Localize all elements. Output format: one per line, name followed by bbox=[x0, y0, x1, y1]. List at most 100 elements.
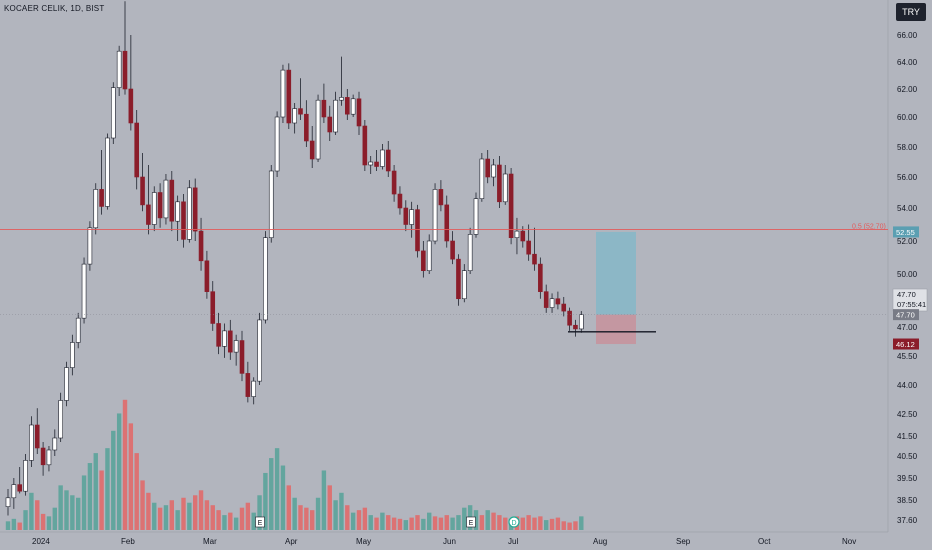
candle-body bbox=[450, 240, 455, 260]
candle bbox=[444, 195, 450, 248]
candle-body bbox=[257, 319, 262, 382]
time-tick-label: Oct bbox=[758, 537, 771, 546]
candle-body bbox=[122, 50, 128, 90]
candle bbox=[187, 180, 192, 243]
volume-bar bbox=[362, 507, 368, 530]
candle bbox=[34, 408, 40, 454]
candle bbox=[245, 361, 251, 403]
volume-bar bbox=[462, 507, 467, 530]
candle bbox=[491, 159, 496, 187]
candle-body bbox=[228, 330, 233, 353]
candle-body bbox=[181, 201, 186, 240]
candle bbox=[99, 150, 104, 215]
countdown-text: 07:55:41 bbox=[897, 300, 926, 309]
candle bbox=[75, 312, 81, 349]
candle-body bbox=[251, 380, 256, 397]
time-tick-label: Nov bbox=[842, 537, 856, 546]
earnings-marker[interactable]: E bbox=[255, 516, 265, 528]
price-tick-label: 64.00 bbox=[897, 58, 918, 67]
candle bbox=[228, 319, 233, 360]
time-tick-label: Sep bbox=[676, 537, 691, 546]
long-position-tool[interactable] bbox=[596, 231, 636, 345]
candle-body bbox=[304, 113, 309, 142]
candle-body bbox=[362, 125, 368, 166]
price-tick-label: 37.60 bbox=[897, 516, 918, 525]
earnings-icon bbox=[255, 516, 265, 528]
candle bbox=[573, 319, 578, 337]
time-tick-label: Jul bbox=[508, 537, 518, 546]
volume-bar bbox=[257, 495, 262, 530]
candle-body bbox=[374, 161, 379, 167]
candle-body bbox=[40, 447, 46, 466]
price-tick-label: 56.00 bbox=[897, 173, 918, 182]
candle bbox=[415, 204, 420, 258]
price-axis[interactable]: 66.00 64.00 62.00 60.00 58.00 56.00 54.00 52.00… bbox=[887, 0, 932, 550]
candle-body bbox=[128, 88, 134, 124]
price-tick-label: 50.00 bbox=[897, 270, 918, 279]
candle-body bbox=[479, 158, 485, 200]
candle bbox=[134, 110, 139, 190]
candle-body bbox=[204, 260, 210, 292]
time-tick-label: May bbox=[356, 537, 371, 546]
candle-body bbox=[543, 291, 549, 308]
candle-body bbox=[146, 204, 151, 225]
candle-body bbox=[87, 227, 93, 265]
currency-button[interactable]: TRY bbox=[896, 3, 926, 21]
volume-bar bbox=[403, 520, 408, 530]
candle bbox=[578, 311, 584, 333]
volume-bar bbox=[573, 521, 578, 530]
candle-body bbox=[520, 230, 526, 242]
price-tick-label: 60.00 bbox=[897, 113, 918, 122]
volume-bar bbox=[111, 430, 116, 530]
stop-zone bbox=[596, 314, 636, 345]
volume-bar bbox=[87, 463, 93, 530]
candle-body bbox=[52, 437, 58, 451]
candle bbox=[538, 257, 543, 299]
volume-bar bbox=[286, 485, 291, 530]
volume-bar bbox=[105, 448, 110, 530]
candle-body bbox=[567, 310, 572, 326]
candle bbox=[11, 478, 17, 509]
volume-bar bbox=[239, 507, 245, 530]
candle-body bbox=[175, 201, 180, 222]
volume-bar bbox=[128, 423, 134, 530]
last-price-tag-text: 47.70 bbox=[896, 311, 915, 320]
price-tick-label: 42.50 bbox=[897, 410, 918, 419]
symbol-title[interactable]: KOCAER CELIK, 1D, BIST bbox=[4, 4, 105, 13]
candle-body bbox=[497, 164, 502, 203]
candle bbox=[298, 78, 303, 120]
candle-body bbox=[473, 198, 479, 235]
candle bbox=[385, 141, 391, 177]
candle-body bbox=[356, 98, 362, 127]
candlesticks bbox=[5, 1, 584, 516]
volume-bar bbox=[397, 518, 403, 530]
candle-body bbox=[105, 137, 110, 207]
candle bbox=[526, 224, 531, 261]
volume-bar bbox=[163, 505, 169, 530]
candle bbox=[204, 250, 210, 299]
volume-bar bbox=[456, 515, 461, 530]
volume-bar bbox=[473, 510, 479, 530]
candle-body bbox=[467, 234, 473, 271]
candle-body bbox=[134, 122, 139, 178]
earnings-icon bbox=[466, 516, 476, 528]
volume-bar bbox=[70, 495, 75, 530]
candle-body bbox=[29, 424, 34, 461]
volume-bar bbox=[204, 500, 210, 530]
volume-bar bbox=[415, 515, 420, 530]
time-axis[interactable]: 2024 Feb Mar Apr May Jun Jul Aug Sep Oct Nov bbox=[0, 531, 888, 546]
volume-bar bbox=[245, 502, 251, 530]
candle-body bbox=[415, 209, 420, 252]
volume-bar bbox=[157, 507, 163, 530]
event-marker-label: D bbox=[511, 520, 516, 527]
candle bbox=[497, 156, 502, 208]
drawings[interactable]: 0.5 (52.70) bbox=[0, 223, 888, 333]
dividend-marker[interactable]: D bbox=[508, 516, 520, 528]
volume-bar bbox=[251, 512, 256, 530]
earnings-marker[interactable]: E bbox=[466, 516, 476, 528]
volume-bar bbox=[169, 500, 174, 530]
volume-bar bbox=[491, 512, 496, 530]
volume-bar bbox=[263, 472, 268, 530]
